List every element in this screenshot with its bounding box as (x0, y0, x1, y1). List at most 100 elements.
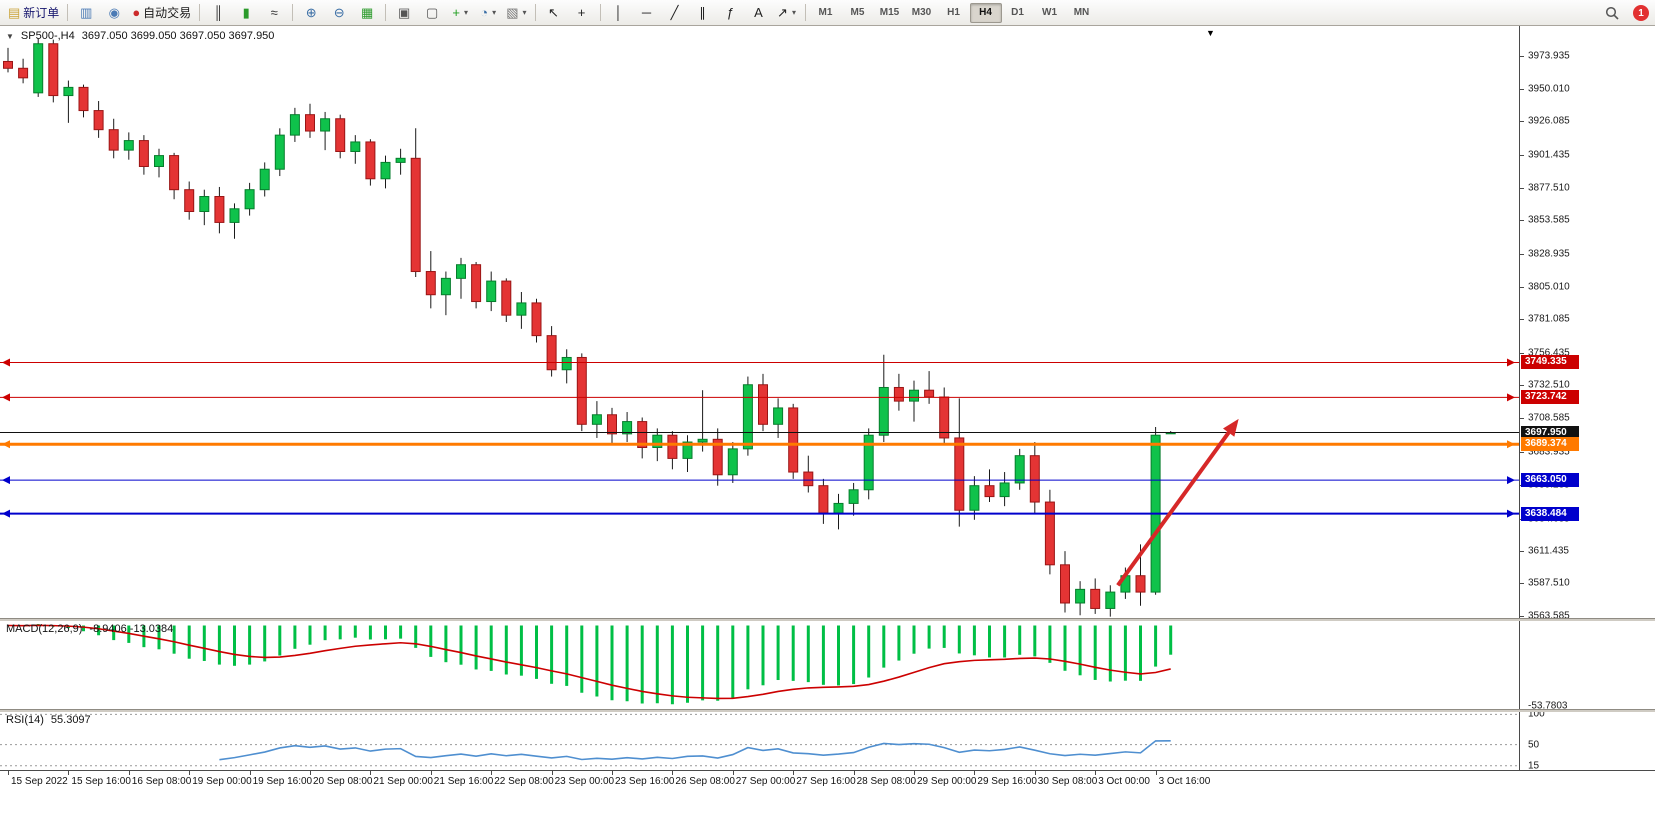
time-tick (732, 771, 734, 775)
new-order-button[interactable]: ▤ 新订单 (4, 2, 63, 24)
charts-window-button[interactable]: ▥ (72, 2, 100, 24)
channel-icon: ∥ (699, 5, 706, 20)
arrange-windows-button[interactable]: ▢ (418, 2, 446, 24)
bars-chart-icon: ║ (213, 5, 223, 20)
text-icon: A (754, 5, 763, 20)
macd-indicator-label: MACD(12,26,9) -8.9406 -13.0384 (6, 623, 173, 635)
templates-button[interactable]: ▧ ▾ (502, 2, 530, 24)
panel-divider[interactable] (0, 618, 1655, 621)
current-price-line-tag: 3697.950 (1521, 425, 1579, 440)
arrange-windows-icon: ▢ (426, 5, 439, 20)
time-tick (974, 771, 976, 775)
pivot-line[interactable] (0, 440, 1519, 449)
price-tick (1520, 352, 1524, 354)
chart-shift-marker-icon[interactable]: ▼ (1206, 28, 1215, 38)
time-tick (853, 771, 855, 775)
price-tick-label: 3901.435 (1528, 149, 1570, 161)
zoom-out-icon: ⊖ (333, 5, 345, 20)
main-chart-panel[interactable]: ▼ SP500-,H4 3697.050 3699.050 3697.050 3… (0, 26, 1519, 618)
data-window-icon: ◉ (108, 5, 120, 20)
search-icon[interactable] (1598, 2, 1626, 24)
grid-button[interactable]: ▦ (353, 2, 381, 24)
periods-button[interactable]: ◔ ▾ (474, 2, 502, 24)
zoom-in-button[interactable]: ⊕ (297, 2, 325, 24)
timeframe-m15-button[interactable]: M15 (879, 7, 900, 18)
notification-badge[interactable]: 1 (1633, 5, 1649, 21)
macd-name-label: MACD(12,26,9) (6, 623, 83, 635)
chart-dropdown-icon[interactable]: ▼ (6, 31, 14, 41)
timeframe-m30-button[interactable]: M30 (911, 7, 932, 18)
toolbar-separator (67, 4, 69, 21)
zoom-in-icon: ⊕ (305, 5, 317, 20)
timeframe-m5-button[interactable]: M5 (850, 7, 865, 18)
timeframe-h4-button[interactable]: H4 (969, 2, 1002, 23)
chart-symbol-label: SP500-,H4 (20, 30, 75, 42)
time-axis-label: 27 Sep 16:00 (796, 776, 856, 787)
resistance-line-2[interactable] (0, 393, 1519, 402)
chart-window: ▼ SP500-,H4 3697.050 3699.050 3697.050 3… (0, 26, 1655, 826)
price-tick-label: 3708.585 (1528, 412, 1570, 424)
vertical-line-button[interactable]: │ (605, 2, 633, 24)
data-window-button[interactable]: ◉ (100, 2, 128, 24)
channel-button[interactable]: ∥ (689, 2, 717, 24)
chart-title: ▼ SP500-,H4 3697.050 3699.050 3697.050 3… (6, 30, 274, 42)
panel-divider[interactable] (0, 709, 1655, 712)
rsi-line (219, 739, 1171, 761)
rsi-panel[interactable]: RSI(14) 55.3097 (0, 712, 1519, 770)
timeframe-d1-button[interactable]: D1 (1011, 7, 1024, 18)
zoom-out-button[interactable]: ⊖ (325, 2, 353, 24)
time-axis[interactable]: 15 Sep 2022 15 Sep 16:00 16 Sep 08:00 19 Se… (0, 770, 1655, 792)
cursor-button[interactable]: ↖ (540, 2, 568, 24)
timeframe-mn-button[interactable]: MN (1073, 7, 1090, 18)
trendline-icon: ╱ (670, 5, 679, 20)
fibonacci-button[interactable]: ƒ (717, 2, 745, 24)
toolbar-separator (804, 4, 806, 21)
time-tick (1095, 771, 1097, 775)
dropdown-caret-icon: ▾ (463, 8, 468, 17)
auto-trading-button[interactable]: ● 自动交易 (128, 2, 195, 24)
time-axis-label: 20 Sep 08:00 (313, 776, 373, 787)
price-axis[interactable]: 3973.935 3950.010 3926.085 3901.435 3877.510… (1519, 26, 1655, 772)
vertical-line-icon: │ (614, 5, 623, 20)
horizontal-line-icon: ─ (641, 5, 652, 20)
timeframe-w1-button[interactable]: W1 (1042, 7, 1057, 18)
price-tick (1520, 550, 1524, 552)
candlestick-chart-button[interactable]: ▮ (232, 2, 260, 24)
time-tick (551, 771, 553, 775)
new-order-icon: ▤ (8, 5, 21, 20)
support-line-2[interactable] (0, 509, 1519, 518)
time-tick (612, 771, 613, 775)
horizontal-line-button[interactable]: ─ (633, 2, 661, 24)
support-line-1[interactable] (0, 476, 1519, 485)
price-tick-label: 3853.585 (1528, 214, 1570, 226)
time-tick (1034, 771, 1036, 775)
arrows-button[interactable]: ↗ ▾ (773, 2, 801, 24)
time-axis-label: 26 Sep 08:00 (675, 776, 735, 787)
trendline-button[interactable]: ╱ (661, 2, 689, 24)
line-chart-button[interactable]: ≈ (260, 2, 288, 24)
crosshair-button[interactable]: + (568, 2, 596, 24)
tile-windows-button[interactable]: ▣ (390, 2, 418, 24)
trend-arrow[interactable] (1116, 418, 1239, 587)
bars-chart-button[interactable]: ║ (204, 2, 232, 24)
auto-trading-button-label: 自动交易 (143, 6, 192, 20)
indicators-button[interactable]: + ▾ (446, 2, 474, 24)
rsi-level-label: 15 (1528, 760, 1540, 772)
time-tick (370, 771, 372, 775)
toolbar-right-group: 1 (1598, 0, 1649, 26)
time-axis-label: 27 Sep 00:00 (735, 776, 796, 787)
rsi-value-label: 55.3097 (50, 714, 91, 726)
price-tick-label: 3683.935 (1528, 446, 1570, 458)
timeframe-h1-button[interactable]: H1 (947, 7, 960, 18)
text-button[interactable]: A (745, 2, 773, 24)
toolbar-separator (534, 4, 536, 21)
timeframe-m1-button[interactable]: M1 (818, 7, 833, 18)
time-tick (8, 771, 9, 775)
price-tick (1520, 121, 1524, 123)
macd-panel[interactable]: MACD(12,26,9) -8.9406 -13.0384 (0, 621, 1519, 709)
resistance-line-1[interactable] (0, 358, 1519, 367)
price-tick (1520, 187, 1524, 189)
time-axis-label: 21 Sep 00:00 (373, 776, 433, 787)
rsi-name-label: RSI(14) (6, 714, 44, 726)
